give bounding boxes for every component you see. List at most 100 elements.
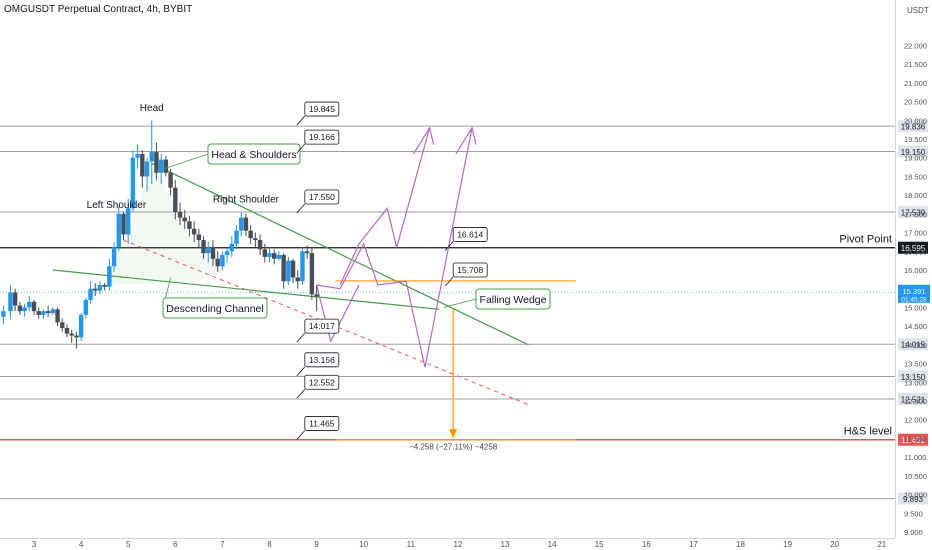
candle[interactable]: [206, 241, 211, 263]
candle[interactable]: [163, 155, 169, 177]
candle[interactable]: [36, 307, 41, 319]
falling-wedge-callout[interactable]: Falling Wedge: [443, 288, 551, 310]
candle[interactable]: [1, 305, 6, 325]
candle[interactable]: [12, 288, 18, 312]
candle[interactable]: [158, 153, 164, 184]
candle[interactable]: [107, 258, 112, 291]
candle[interactable]: [173, 180, 178, 220]
candle[interactable]: [224, 247, 230, 263]
price-callout-3[interactable]: 14:017: [296, 318, 340, 343]
price-callout-4[interactable]: 13.156: [296, 352, 340, 377]
candle[interactable]: [121, 211, 126, 241]
candle[interactable]: [215, 251, 220, 272]
price-axis-panel[interactable]: [895, 0, 932, 550]
projection-path-0[interactable]: [316, 127, 473, 368]
candle[interactable]: [191, 221, 197, 242]
projection-path-2[interactable]: [339, 127, 431, 286]
price-callout-1[interactable]: 19.166: [296, 129, 340, 154]
candle[interactable]: [41, 309, 46, 319]
candle[interactable]: [182, 210, 187, 229]
candle[interactable]: [144, 157, 150, 192]
price-callout-8[interactable]: 15.708: [444, 262, 488, 287]
candle[interactable]: [272, 249, 277, 265]
candle[interactable]: [78, 313, 84, 342]
candle[interactable]: [55, 307, 60, 327]
candle[interactable]: [149, 120, 154, 184]
candle[interactable]: [220, 251, 225, 270]
price-callout-5[interactable]: 12.552: [296, 374, 340, 399]
candle[interactable]: [168, 168, 173, 196]
candle[interactable]: [262, 243, 267, 263]
candle[interactable]: [248, 225, 253, 244]
candle-body: [154, 152, 159, 173]
candle[interactable]: [309, 247, 315, 300]
head-shoulders-callout[interactable]: Head & Shoulders: [163, 143, 301, 170]
candle[interactable]: [130, 150, 136, 212]
candle[interactable]: [154, 142, 159, 181]
candle[interactable]: [239, 211, 244, 237]
candle[interactable]: [314, 284, 319, 312]
candle[interactable]: [88, 281, 93, 304]
candle[interactable]: [83, 298, 89, 319]
projection-path-1[interactable]: [316, 284, 360, 343]
candle[interactable]: [290, 258, 296, 284]
candle[interactable]: [102, 283, 107, 291]
candle[interactable]: [93, 283, 98, 297]
candle[interactable]: [210, 240, 216, 267]
descending-channel-callout[interactable]: Descending Channel: [162, 277, 268, 319]
candle[interactable]: [111, 241, 117, 272]
price-callout-7[interactable]: 16.614: [444, 227, 488, 251]
candle-body: [78, 314, 84, 338]
candle[interactable]: [140, 150, 145, 188]
price-callout-6[interactable]: 11.465: [296, 416, 340, 440]
candle-body: [149, 152, 154, 162]
candle[interactable]: [229, 236, 235, 257]
price-tick-2: 21.500: [904, 60, 927, 69]
candle[interactable]: [74, 331, 79, 349]
candle[interactable]: [281, 253, 286, 289]
candle-body: [234, 230, 239, 244]
candle[interactable]: [257, 234, 263, 256]
candle[interactable]: [286, 256, 291, 285]
price-tick-1: 22.000: [904, 41, 927, 50]
candle[interactable]: [22, 303, 27, 317]
price-tick-27: 9.000: [904, 528, 923, 537]
candle[interactable]: [135, 144, 140, 169]
candle[interactable]: [31, 299, 37, 315]
candle[interactable]: [17, 301, 23, 315]
candle[interactable]: [8, 284, 13, 319]
candle[interactable]: [243, 213, 249, 237]
falling-wedge-upper-line[interactable]: [151, 162, 529, 346]
candle-body: [163, 159, 169, 173]
price-callout-0[interactable]: 19.845: [296, 101, 340, 126]
neckline[interactable]: [52, 269, 440, 310]
candle[interactable]: [97, 281, 103, 295]
candle[interactable]: [304, 245, 310, 259]
candle[interactable]: [267, 247, 272, 263]
candle[interactable]: [64, 324, 70, 338]
candle[interactable]: [276, 251, 282, 261]
candle[interactable]: [116, 206, 121, 252]
price-callout-2[interactable]: 17.550: [296, 189, 340, 214]
candle[interactable]: [300, 247, 305, 285]
candle[interactable]: [196, 228, 202, 248]
candle[interactable]: [69, 329, 74, 343]
descending-channel-callout-text: Descending Channel: [166, 303, 263, 315]
candle[interactable]: [60, 318, 65, 332]
candle[interactable]: [50, 307, 56, 315]
last-price-value: 15.391: [903, 287, 926, 296]
price-callout-box-5: [304, 374, 340, 390]
candle[interactable]: [253, 232, 258, 248]
candle[interactable]: [126, 198, 131, 244]
candle[interactable]: [234, 225, 239, 250]
candle[interactable]: [295, 270, 300, 289]
candle[interactable]: [27, 296, 32, 312]
candle-body: [253, 238, 258, 241]
candle[interactable]: [201, 236, 206, 259]
candle-body: [243, 217, 249, 231]
candle[interactable]: [177, 202, 183, 226]
candle[interactable]: [187, 215, 192, 237]
time-tick-0: 3: [32, 540, 37, 549]
candle[interactable]: [45, 305, 51, 317]
